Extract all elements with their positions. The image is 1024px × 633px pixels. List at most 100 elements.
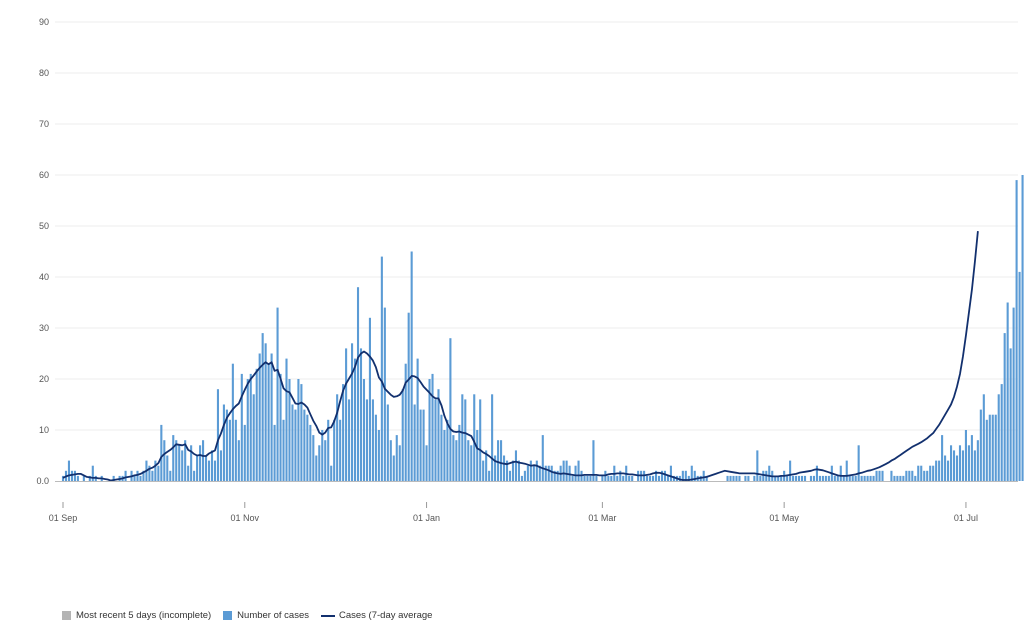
- case-bar: [82, 475, 85, 481]
- case-bar: [777, 475, 780, 481]
- x-tick-label: 01 Jan: [413, 513, 440, 523]
- case-bar: [535, 460, 538, 481]
- case-bar: [842, 475, 845, 481]
- case-bar: [678, 475, 681, 481]
- case-bar: [386, 404, 389, 481]
- case-bar: [297, 379, 300, 481]
- case-bar: [890, 470, 893, 481]
- case-bar: [705, 475, 708, 481]
- case-bar: [488, 470, 491, 481]
- case-bar: [422, 409, 425, 481]
- case-bar: [353, 358, 357, 481]
- x-tick-label: 01 Jul: [954, 513, 978, 523]
- case-bar: [961, 450, 965, 481]
- case-bar: [258, 353, 261, 481]
- case-bar: [553, 470, 556, 481]
- case-bar: [818, 475, 821, 481]
- case-bar: [976, 440, 979, 481]
- case-bar: [568, 465, 571, 481]
- case-bar: [470, 445, 473, 481]
- case-bar: [631, 475, 634, 481]
- case-bar: [401, 389, 404, 481]
- case-bar: [607, 475, 610, 481]
- case-bar: [547, 465, 550, 481]
- case-bar: [336, 394, 339, 481]
- case-bar: [803, 475, 807, 481]
- case-bar: [860, 475, 863, 481]
- case-bar: [288, 379, 291, 481]
- x-tick-label: 01 Mar: [588, 513, 616, 523]
- case-bar: [485, 450, 488, 481]
- case-bar: [1018, 271, 1021, 481]
- case-bar: [267, 363, 270, 481]
- case-bar: [91, 465, 94, 481]
- case-bar: [252, 394, 255, 481]
- case-bar: [905, 470, 908, 481]
- case-bar: [628, 475, 631, 481]
- case-bar: [219, 450, 222, 481]
- y-tick-label: 0.0: [36, 476, 49, 486]
- case-bar: [866, 475, 869, 481]
- case-bar: [508, 470, 512, 481]
- case-bar: [595, 475, 598, 481]
- y-axis: 0.0 10 20 30 40 50 60 70 80 90: [36, 17, 49, 486]
- case-bar: [139, 475, 142, 481]
- legend-item-incomplete[interactable]: Most recent 5 days (incomplete): [62, 610, 211, 621]
- case-bar: [911, 470, 914, 481]
- case-bar: [836, 475, 839, 481]
- case-bar: [529, 460, 532, 481]
- case-bar: [571, 475, 574, 481]
- case-bar: [601, 475, 604, 481]
- case-bar: [228, 419, 231, 481]
- case-bar: [76, 475, 79, 481]
- case-bar: [500, 440, 503, 481]
- case-bar: [732, 475, 735, 481]
- case-bar: [306, 414, 309, 481]
- case-bar: [780, 475, 783, 481]
- case-bar: [538, 465, 541, 481]
- incomplete-swatch: [62, 611, 71, 620]
- case-bar: [351, 343, 354, 481]
- case-bar: [324, 440, 327, 481]
- case-bar: [291, 404, 294, 481]
- legend-item-average[interactable]: Cases (7-day average: [320, 610, 432, 621]
- case-bar: [434, 399, 437, 481]
- case-bar: [622, 475, 625, 481]
- case-bar: [994, 414, 997, 481]
- case-bar: [312, 435, 315, 481]
- case-bar: [738, 475, 741, 481]
- case-bar: [261, 333, 264, 481]
- case-bar: [210, 450, 214, 481]
- legend-item-cases[interactable]: Number of cases: [223, 610, 309, 621]
- case-bar: [798, 475, 801, 481]
- case-bar: [1012, 307, 1015, 481]
- bars: [61, 175, 1024, 481]
- case-bar: [988, 414, 991, 481]
- case-bar: [795, 475, 798, 481]
- case-bar: [902, 475, 905, 481]
- case-bar: [854, 475, 857, 481]
- case-bar: [318, 445, 321, 481]
- case-bar: [869, 475, 872, 481]
- case-bar: [863, 475, 866, 481]
- case-bar: [443, 430, 446, 481]
- case-bar: [756, 450, 759, 481]
- average-swatch: [320, 614, 335, 617]
- case-bar: [872, 475, 875, 481]
- case-bar: [875, 470, 878, 481]
- case-bar: [416, 358, 419, 481]
- case-bar: [410, 251, 413, 481]
- case-bar: [142, 470, 145, 481]
- case-bar: [812, 475, 816, 481]
- case-bar: [681, 470, 684, 481]
- case-bar: [1009, 348, 1012, 481]
- case-bar: [237, 440, 240, 481]
- case-bar: [589, 475, 592, 481]
- case-bar: [348, 399, 351, 481]
- case-bar: [526, 465, 529, 481]
- case-bar: [848, 475, 851, 481]
- case-bar: [809, 475, 813, 481]
- case-bar: [935, 460, 938, 481]
- case-bar: [893, 475, 896, 481]
